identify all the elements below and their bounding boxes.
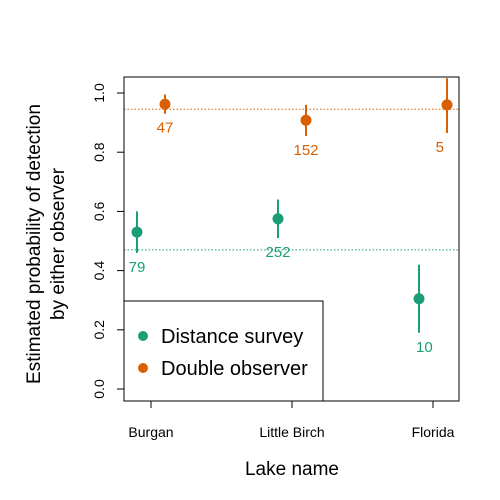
y-tick-label: 0.4 [91, 261, 107, 281]
sample-size-label: 152 [293, 142, 318, 159]
sample-size-label: 47 [157, 120, 174, 137]
data-point [159, 98, 171, 110]
sample-size-label: 10 [416, 339, 433, 356]
y-tick-label: 0.2 [91, 320, 107, 340]
x-axis-title: Lake name [245, 459, 339, 480]
data-point [441, 99, 453, 111]
x-axis: Burgan Little Birch Florida [128, 400, 455, 440]
legend-box [123, 300, 324, 402]
data-point [300, 114, 312, 126]
y-axis: 0.0 0.2 0.4 0.6 0.8 1.0 [91, 83, 125, 399]
legend-marker-distance-survey [138, 331, 148, 341]
data-point [413, 293, 425, 305]
x-tick-label: Florida [412, 424, 455, 440]
y-axis-title-line-2: by either observer [48, 167, 69, 320]
y-axis-title-line-1: Estimated probability of detection [24, 104, 45, 384]
sample-size-label: 252 [265, 244, 290, 261]
x-tick-label: Burgan [128, 424, 173, 440]
legend: Distance survey Double observer [123, 300, 324, 402]
sample-size-label: 5 [436, 139, 444, 156]
sample-size-label: 79 [129, 259, 146, 276]
y-tick-label: 0.0 [91, 379, 107, 399]
legend-marker-double-observer [138, 363, 148, 373]
data-point [131, 226, 143, 238]
data-point [272, 213, 284, 225]
legend-label-distance-survey: Distance survey [161, 326, 303, 348]
y-tick-label: 0.8 [91, 142, 107, 162]
reference-lines [124, 108, 459, 251]
y-tick-label: 1.0 [91, 83, 107, 103]
x-tick-label: Little Birch [259, 424, 324, 440]
y-tick-label: 0.6 [91, 201, 107, 221]
legend-label-double-observer: Double observer [161, 358, 308, 380]
data-marks: 79 252 10 47 152 5 [129, 78, 453, 356]
